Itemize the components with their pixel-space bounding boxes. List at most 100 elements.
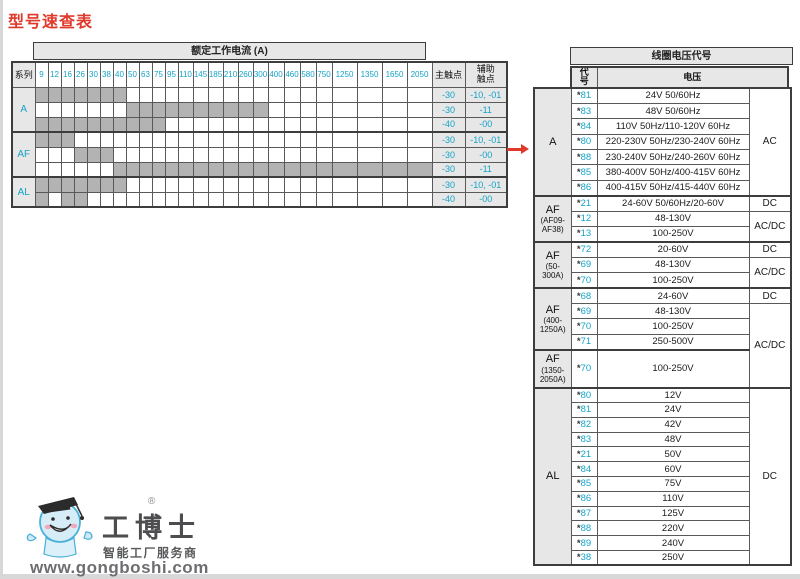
current-range-cell — [125, 161, 140, 178]
table-row: *71 250-500V — [534, 333, 791, 351]
table-row: AL *80 12V DC — [533, 386, 792, 566]
current-range-cell — [252, 161, 269, 178]
current-range-cell — [164, 191, 179, 208]
current-column-header: 580 — [299, 61, 317, 88]
current-range-cell — [125, 101, 140, 118]
current-range-cell — [331, 116, 358, 133]
current-range-cell — [47, 86, 62, 103]
current-range-cell — [73, 131, 88, 148]
table-row: *85 380-400V 50Hz/400-415V 60Hz — [534, 164, 791, 181]
current-range-cell — [252, 191, 269, 208]
current-range-cell — [192, 146, 209, 163]
series-label-al: AL — [11, 176, 36, 208]
current-range-cell — [331, 146, 358, 163]
current-range-cell — [34, 116, 49, 133]
current-range-cell — [73, 191, 88, 208]
current-range-cell — [222, 101, 239, 118]
page-title: 型号速查表 — [8, 14, 94, 31]
current-range-cell — [47, 191, 62, 208]
voltage-value: 125V — [596, 505, 750, 522]
current-column-header: 185 — [207, 61, 224, 88]
current-range-cell — [112, 161, 127, 178]
current-column-header: 50 — [125, 61, 140, 88]
current-range-cell — [34, 161, 49, 178]
current-range-cell — [381, 161, 408, 178]
main-contact-code: -30 — [431, 176, 466, 193]
current-range-cell — [315, 146, 333, 163]
current-range-cell — [151, 176, 166, 193]
current-range-cell — [356, 146, 383, 163]
aux-contact-header: 辅助 触点 — [464, 61, 508, 88]
supply-type: AC/DC — [748, 210, 792, 243]
current-range-cell — [192, 116, 209, 133]
current-range-cell — [34, 146, 49, 163]
current-range-cell — [125, 131, 140, 148]
voltage-code: *70 — [570, 348, 598, 389]
series-label-af: AF — [11, 131, 36, 178]
current-range-cell — [192, 86, 209, 103]
voltage-value: 24-60V 50/60Hz/20-60V — [596, 194, 750, 212]
current-range-cell — [237, 116, 254, 133]
current-range-cell — [207, 101, 224, 118]
current-range-cell — [315, 116, 333, 133]
coil-voltage-code-header: 线圈电压代号 — [570, 47, 793, 65]
current-range-cell — [267, 86, 285, 103]
table-row: AF (50-300A) *72 20-60V DC — [533, 240, 792, 289]
current-range-cell — [406, 131, 433, 148]
series-label-af: AF (400-1250A) — [533, 287, 572, 351]
supply-type: DC — [748, 194, 792, 212]
table-row: *89 240V — [534, 535, 791, 551]
table-row: AF (1350-2050A) *70 100-250V — [533, 348, 791, 389]
table-row: AF (AF09-AF38) *21 24-60V 50/60Hz/20-60V DC — [533, 194, 792, 243]
voltage-value: 48V 50/60Hz — [596, 102, 750, 120]
voltage-value: 380-400V 50Hz/400-415V 60Hz — [596, 164, 750, 181]
voltage-code: *81 — [570, 87, 598, 104]
main-contact-code: -30 — [431, 146, 466, 163]
series-label-af: AF (50-300A) — [533, 240, 572, 289]
current-range-cell — [252, 116, 269, 133]
voltage-code: *88 — [570, 149, 598, 166]
table-row: *81 24V — [534, 401, 791, 418]
current-range-cell — [252, 131, 269, 148]
current-range-cell — [86, 161, 101, 178]
voltage-value: 230-240V 50Hz/240-260V 60Hz — [596, 149, 750, 166]
voltage-value: 100-250V — [596, 318, 750, 335]
current-column-header: 260 — [237, 61, 254, 88]
table-row: A -30 -10, -01 — [11, 86, 508, 133]
current-column-header: 2050 — [406, 61, 433, 88]
aux-contact-code: -00 — [464, 191, 508, 208]
coil-voltage-subheader: 代号电压 — [570, 66, 789, 89]
voltage-value: 20-60V — [596, 240, 750, 258]
voltage-code: *69 — [570, 302, 598, 320]
main-contact-code: -30 — [431, 131, 466, 148]
current-range-cell — [283, 146, 301, 163]
current-range-cell — [381, 176, 408, 193]
current-range-cell — [138, 116, 153, 133]
table-row: *80 220-230V 50Hz/230-240V 60Hz — [534, 133, 791, 151]
current-range-cell — [60, 101, 75, 118]
current-range-cell — [192, 131, 209, 148]
table-row: *12 48-130V AC/DC — [534, 210, 792, 243]
voltage-value: 240V — [596, 535, 750, 551]
current-range-cell — [138, 101, 153, 118]
red-right-arrow-icon — [507, 144, 529, 154]
current-column-header: 1350 — [356, 61, 383, 88]
logo-url: www.gongboshi.com — [30, 558, 209, 577]
current-range-cell — [406, 101, 433, 118]
series-label-a: A — [11, 86, 36, 133]
voltage-code: *70 — [570, 318, 598, 335]
table-row: AL -30 -10, -01 — [11, 176, 508, 208]
current-range-cell — [192, 191, 209, 208]
current-column-header: 12 — [47, 61, 62, 88]
current-range-cell — [237, 176, 254, 193]
aux-contact-code: -00 — [464, 146, 508, 163]
current-range-cell — [381, 191, 408, 208]
current-range-cell — [125, 176, 140, 193]
current-range-cell — [315, 86, 333, 103]
current-range-cell — [164, 116, 179, 133]
current-range-cell — [34, 131, 49, 148]
current-range-cell — [192, 176, 209, 193]
table-row: -30 -00 — [12, 146, 508, 163]
current-range-cell — [267, 146, 285, 163]
current-range-cell — [299, 86, 317, 103]
